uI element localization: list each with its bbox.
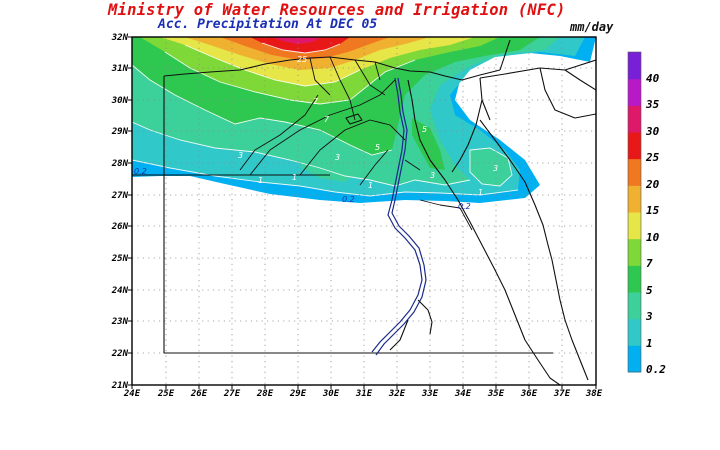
- lat-tick-label: 28N: [111, 159, 129, 169]
- colorbar-label: 1: [646, 337, 653, 350]
- lon-tick-label: 26E: [190, 389, 208, 399]
- red-sea-east-coast: [479, 119, 589, 381]
- colorbar-labels: 0.2 1 3 5 7 10 15 20 25 30 35 40: [645, 72, 666, 376]
- lon-tick-label: 33E: [421, 389, 439, 399]
- lat-tick-label: 32N: [111, 33, 129, 43]
- levant-borders: [479, 39, 596, 119]
- colorbar-label: 15: [646, 204, 660, 217]
- egypt-west-border: [163, 76, 553, 354]
- lon-tick-label: 30E: [322, 389, 340, 399]
- precip-patch-central-3: [300, 145, 360, 182]
- lon-tick-label: 25E: [157, 389, 175, 399]
- lat-tick-label: 31N: [111, 64, 129, 74]
- colorbar-swatch: [628, 345, 641, 373]
- colorbar-swatch: [628, 185, 641, 213]
- colorbar-swatch: [628, 158, 641, 186]
- units-label: mm/day: [570, 20, 614, 34]
- lat-tick-label: 24N: [111, 286, 129, 296]
- graticule: [132, 37, 596, 385]
- contour-label: 3: [493, 164, 498, 173]
- colorbar-label: 3: [645, 310, 653, 323]
- contour-label: 0.2: [134, 167, 147, 176]
- colorbar-label: 7: [646, 257, 653, 270]
- lon-tick-label: 36E: [520, 389, 538, 399]
- precip-patch-east-5: [412, 118, 445, 170]
- lon-tick-label: 28E: [256, 389, 274, 399]
- lon-tick-label: 31E: [355, 389, 373, 399]
- precipitation-field: [132, 37, 596, 203]
- colorbar-frame: [627, 51, 642, 373]
- nile-river-east-bank: [375, 77, 427, 356]
- colorbar: [627, 51, 642, 373]
- colorbar-swatch: [628, 78, 641, 106]
- colorbar-label: 0.2: [646, 363, 666, 376]
- lon-tick-label: 24E: [123, 389, 141, 399]
- colorbar-label: 20: [645, 178, 660, 191]
- colorbar-swatch: [628, 52, 641, 80]
- lat-tick-label: 23N: [111, 317, 129, 327]
- precip-band-30: [272, 37, 322, 44]
- lake-nasser: [389, 299, 433, 351]
- lon-tick-label: 38E: [585, 389, 603, 399]
- contour-label: 1: [258, 176, 263, 185]
- lon-tick-label: 34E: [454, 389, 472, 399]
- sinai-east-coast: [451, 77, 483, 173]
- contour-label-group: 0.2 0.2 0.2 1 1 1 1 3 3 3 3 5 5 7 7 25: [134, 55, 498, 211]
- governorate-boundaries: [239, 56, 473, 231]
- latitude-labels: 21N 22N 23N 24N 25N 26N 27N 28N 29N 30N …: [111, 33, 129, 391]
- contour-label: 1: [368, 181, 373, 190]
- colorbar-swatch: [628, 132, 641, 160]
- lat-tick-label: 21N: [111, 381, 129, 391]
- colorbar-label: 25: [645, 151, 660, 164]
- lon-tick-label: 37E: [553, 389, 571, 399]
- lat-tick-label: 29N: [111, 127, 129, 137]
- lat-tick-label: 27N: [111, 191, 129, 201]
- longitude-labels: 24E 25E 26E 27E 28E 29E 30E 31E 32E 33E …: [123, 389, 603, 399]
- lon-tick-label: 29E: [289, 389, 307, 399]
- colorbar-swatch: [628, 318, 641, 346]
- contour-label: 0.2: [458, 202, 471, 211]
- precip-patch-east-3: [470, 148, 512, 186]
- contour-label: 3: [430, 171, 435, 180]
- contour-label: 7: [324, 115, 330, 124]
- lon-tick-label: 32E: [388, 389, 406, 399]
- contour-label: 1: [292, 173, 297, 182]
- contour-label: 5: [375, 143, 380, 152]
- contour-label: 25: [297, 55, 307, 64]
- colorbar-label: 35: [645, 98, 660, 111]
- contour-label: 3: [238, 151, 243, 160]
- colorbar-swatch: [628, 105, 641, 133]
- gulf-of-aqaba: [481, 99, 491, 121]
- red-sea-west-coast: [444, 179, 561, 385]
- country-borders: [132, 39, 596, 385]
- contour-label: 5: [422, 125, 427, 134]
- map-subtitle: Acc. Precipitation At DEC 05: [158, 17, 378, 32]
- colorbar-swatch: [628, 238, 641, 266]
- colorbar-label: 5: [646, 284, 653, 297]
- nile-river: [371, 77, 423, 353]
- lat-tick-label: 30N: [111, 96, 129, 106]
- colorbar-swatch: [628, 265, 641, 293]
- contour-label: 3: [335, 153, 340, 162]
- lat-tick-label: 26N: [111, 222, 129, 232]
- axis-ticks: [128, 36, 597, 389]
- gulf-of-suez: [407, 79, 446, 181]
- contour-label: 1: [478, 188, 483, 197]
- precip-band-25: [250, 37, 350, 53]
- lat-tick-label: 22N: [111, 349, 129, 359]
- colorbar-swatch: [628, 212, 641, 240]
- colorbar-label: 40: [646, 72, 660, 85]
- colorbar-swatch: [628, 292, 641, 320]
- lon-tick-label: 27E: [223, 389, 241, 399]
- fayoum-lake: [345, 113, 363, 125]
- colorbar-label: 10: [646, 231, 660, 244]
- lon-tick-label: 35E: [487, 389, 505, 399]
- contour-label: 7: [313, 97, 319, 106]
- map-title: Ministry of Water Resources and Irrigati…: [108, 1, 566, 19]
- lat-tick-label: 25N: [111, 254, 129, 264]
- contour-label: 0.2: [342, 195, 355, 204]
- colorbar-label: 30: [645, 125, 660, 138]
